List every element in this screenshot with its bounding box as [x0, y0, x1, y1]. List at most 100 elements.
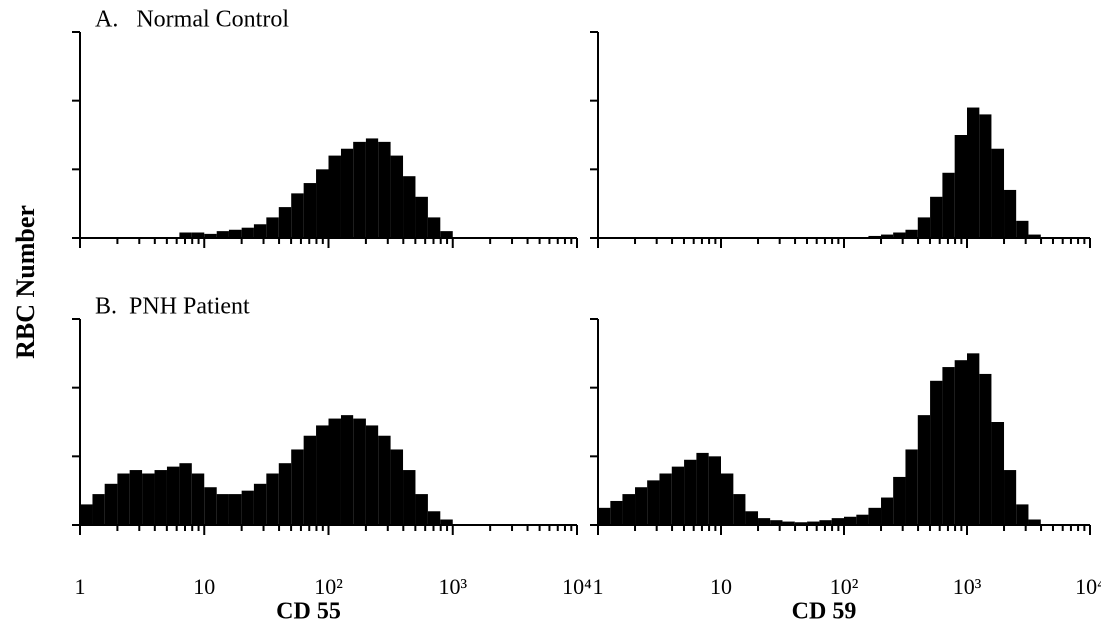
histogram-bar — [979, 373, 992, 525]
panel-title: B. PNH Patient — [95, 294, 250, 320]
histogram-bar — [80, 504, 93, 525]
histogram-bar — [129, 470, 143, 525]
histogram-bar — [954, 135, 967, 238]
histogram-bar — [881, 234, 894, 238]
histogram-bar — [893, 476, 906, 525]
histogram-bar — [831, 518, 844, 525]
histogram-bar — [117, 473, 130, 525]
histogram-bar — [228, 494, 242, 525]
histogram-bar — [316, 425, 329, 525]
histogram-bar — [610, 500, 623, 525]
x-axis-label: CD 55 — [276, 599, 341, 625]
histogram-bar — [1016, 504, 1029, 525]
histogram-bar — [179, 463, 192, 525]
histogram-bar — [241, 227, 254, 238]
histogram-bar — [266, 217, 279, 238]
histogram-bar — [216, 231, 229, 238]
histogram-bar — [316, 169, 329, 238]
histogram-bar — [942, 172, 955, 238]
histogram-bar — [104, 483, 118, 525]
histogram-bar — [917, 415, 931, 525]
histogram-bar — [328, 418, 341, 525]
histogram-bar — [758, 518, 771, 525]
histogram-bar — [745, 511, 759, 525]
histogram-bar — [340, 148, 354, 238]
histogram-bar — [967, 353, 980, 525]
histogram-bar — [241, 490, 254, 525]
histogram-bar — [328, 155, 341, 238]
x-tick-label: 10² — [830, 574, 859, 599]
histogram-bar — [403, 176, 416, 238]
histogram-bar — [622, 494, 636, 525]
histogram-bar — [684, 459, 697, 525]
histogram-bar — [92, 494, 105, 525]
histogram-bar — [1004, 470, 1017, 525]
histogram-bar — [390, 155, 404, 238]
histogram-bar — [696, 452, 709, 525]
histogram-bar — [868, 507, 882, 525]
histogram-bar — [291, 449, 304, 525]
histogram-bar — [893, 232, 906, 238]
histogram-bar — [905, 229, 918, 238]
histogram-bar — [291, 193, 304, 238]
histogram-bar — [671, 466, 685, 525]
histogram-bar — [868, 235, 882, 238]
histogram-bar — [1028, 234, 1041, 238]
histogram-bar — [807, 521, 820, 525]
histogram-bar — [708, 456, 721, 525]
panel-title: A. Normal Control — [95, 7, 289, 33]
histogram-bar — [917, 217, 931, 238]
histogram-bar — [303, 183, 317, 238]
histogram-bar — [253, 224, 267, 238]
histogram-bar — [204, 233, 217, 238]
histogram-bar — [905, 449, 918, 525]
x-tick-label: 10 — [193, 574, 215, 599]
histogram-bar — [991, 148, 1005, 238]
histogram-bar — [881, 497, 894, 525]
histogram-bar — [440, 231, 453, 238]
histogram-bar — [390, 449, 404, 525]
histogram-bar — [340, 415, 354, 525]
histogram-bar — [967, 107, 980, 239]
histogram-bar — [930, 380, 943, 525]
y-axis-label: RBC Number — [11, 205, 40, 359]
histogram-bar — [365, 425, 379, 525]
histogram-bar — [991, 422, 1005, 525]
histogram-bar — [942, 367, 955, 525]
histogram-bar — [403, 470, 416, 525]
x-tick-label: 10³ — [438, 574, 467, 599]
x-axis-label: CD 59 — [792, 599, 857, 625]
histogram-bar — [1004, 189, 1017, 238]
histogram-bar — [278, 207, 292, 238]
histogram-bar — [598, 507, 611, 525]
histogram-bar — [1016, 220, 1029, 238]
histogram-bar — [733, 494, 746, 525]
histogram-bar — [721, 473, 734, 525]
x-tick-label: 10 — [710, 574, 732, 599]
x-tick-label: 10⁴ — [1075, 574, 1101, 599]
histogram-bar — [253, 483, 267, 525]
histogram-bar — [191, 473, 205, 525]
histogram-bar — [378, 435, 391, 525]
histogram-bar — [782, 521, 795, 525]
histogram-bar — [427, 217, 441, 238]
histogram-bar — [353, 141, 366, 238]
histogram-bar — [353, 418, 366, 525]
histogram-bar — [1028, 519, 1041, 525]
histogram-bar — [659, 473, 672, 525]
histogram-bar — [979, 114, 992, 238]
histogram-bar — [647, 480, 660, 525]
histogram-bar — [266, 473, 279, 525]
histogram-bar — [770, 520, 783, 525]
histogram-bar — [191, 232, 205, 238]
histogram-bar — [142, 473, 155, 525]
histogram-bar — [179, 232, 192, 238]
x-tick-label: 1 — [593, 574, 604, 599]
histogram-bar — [794, 522, 808, 525]
histogram-bar — [440, 519, 453, 525]
histogram-bar — [166, 466, 180, 525]
histogram-bar — [954, 360, 967, 525]
histogram-bar — [415, 196, 428, 238]
x-tick-label: 10³ — [953, 574, 982, 599]
